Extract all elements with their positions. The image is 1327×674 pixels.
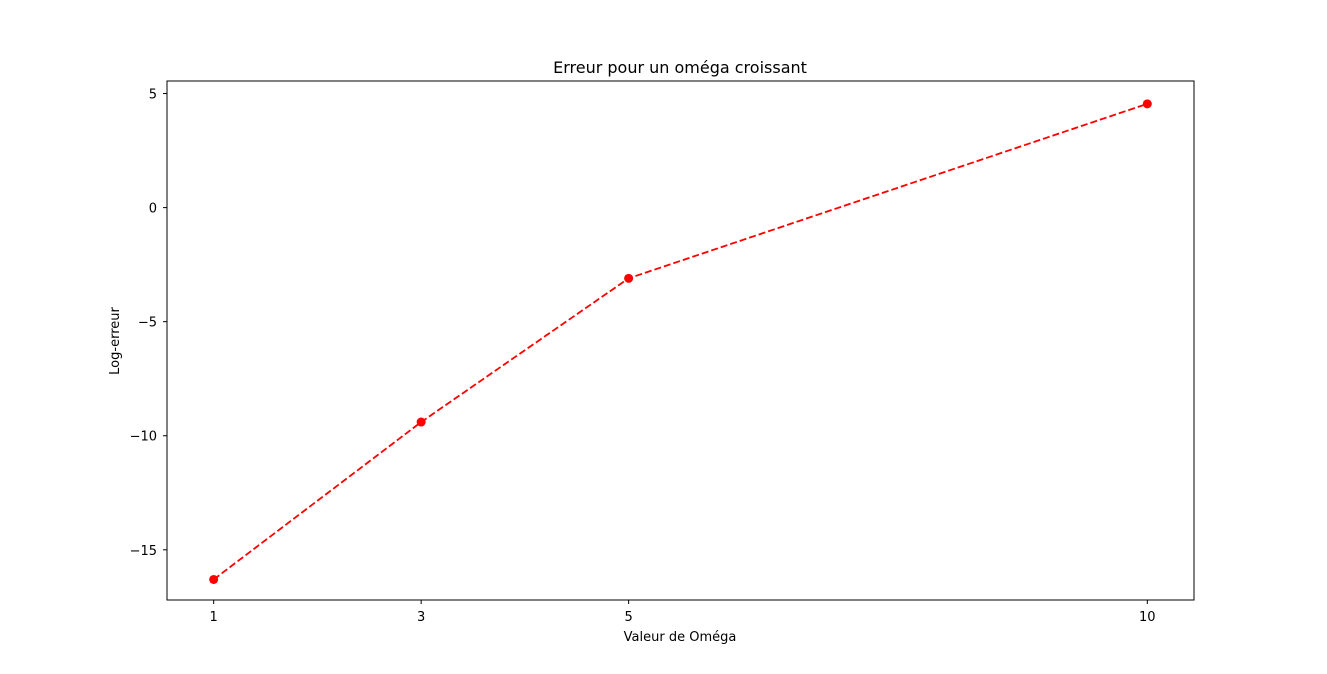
plot-area: 1 3 5 10 −15 −10 −5 0 5 <box>130 88 1156 625</box>
chart-title: Erreur pour un oméga croissant <box>553 58 807 77</box>
y-tick-label-0: −15 <box>130 544 157 559</box>
data-point-0-3 <box>1142 99 1152 109</box>
y-axis-label: Log-erreur <box>108 307 123 375</box>
axes-frame <box>166 80 1195 601</box>
y-tick-label-4: 5 <box>149 88 157 103</box>
x-tick-label-2: 5 <box>624 610 632 625</box>
data-point-0-1 <box>416 417 426 427</box>
data-point-0-2 <box>624 273 634 283</box>
x-axis-label: Valeur de Oméga <box>624 630 737 645</box>
y-tick-label-2: −5 <box>138 316 157 331</box>
series-line-0 <box>213 102 1148 581</box>
x-tick-label-0: 1 <box>210 610 218 625</box>
y-tick-label-3: 0 <box>149 202 157 217</box>
data-point-0-0 <box>209 574 219 584</box>
y-tick-label-1: −10 <box>130 430 157 445</box>
x-tick-label-3: 10 <box>1139 610 1156 625</box>
x-tick-label-1: 3 <box>417 610 425 625</box>
